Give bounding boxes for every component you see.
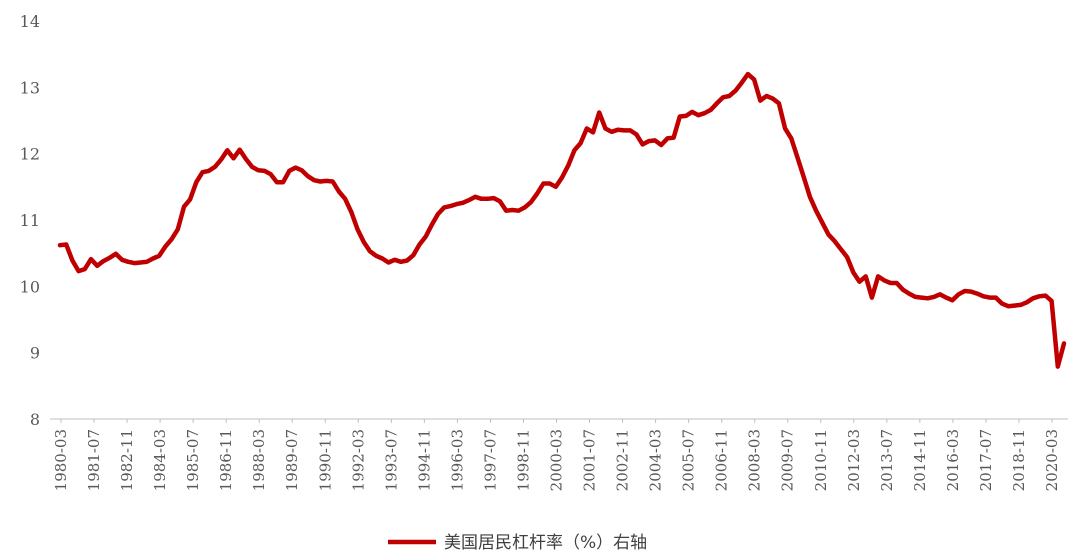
x-tick-label: 1996-03: [448, 429, 466, 491]
x-tick-label: 1985-07: [184, 429, 202, 491]
x-tick-label: 1990-11: [316, 429, 334, 491]
x-tick-label: 2001-07: [581, 429, 599, 491]
legend: 美国居民杠杆率（%）右轴: [388, 533, 647, 553]
x-tick-label: 1994-11: [415, 429, 433, 491]
x-tick-label: 2012-03: [845, 429, 863, 491]
y-tick-label: 9: [30, 344, 40, 363]
x-tick-label: 2018-11: [1010, 429, 1028, 491]
x-tick-label: 2016-03: [944, 429, 962, 491]
x-tick-label: 1980-03: [52, 429, 70, 491]
x-tick-label: 2004-03: [647, 429, 665, 491]
x-tick-label: 1988-03: [250, 429, 268, 491]
plot-area: [57, 71, 1067, 369]
x-tick-label: 1984-03: [151, 429, 169, 491]
series-line-household-leverage: [57, 71, 1067, 369]
x-axis: 1980-03 1981-07 1982-11 1984-03 1985-07 1986-…: [50, 418, 1068, 491]
y-tick-label: 8: [30, 410, 40, 429]
x-tick-label: 2010-11: [812, 429, 830, 491]
y-tick-label: 11: [20, 211, 40, 230]
x-tick-label: 1986-11: [217, 429, 235, 491]
x-tick-label: 2017-07: [977, 429, 995, 491]
x-tick-label: 2002-11: [614, 429, 632, 491]
y-tick-label: 12: [20, 145, 40, 164]
x-tick-label: 2014-11: [911, 429, 929, 491]
x-tick-label: 2006-11: [713, 429, 731, 491]
x-tick-label: 2009-07: [779, 429, 797, 491]
x-tick-label: 2020-03: [1043, 429, 1061, 491]
x-tick-label: 2008-03: [746, 429, 764, 491]
y-tick-label: 14: [20, 12, 40, 31]
y-axis: 8 9 10 11 12 13 14: [20, 12, 40, 429]
y-tick-label: 10: [20, 277, 40, 296]
x-tick-label: 1981-07: [85, 429, 103, 491]
y-tick-label: 13: [20, 78, 40, 97]
x-tick-label: 2013-07: [878, 429, 896, 491]
x-tick-label: 1993-07: [382, 429, 400, 491]
x-tick-label: 2005-07: [680, 429, 698, 491]
x-tick-label: 1992-03: [349, 429, 367, 491]
x-tick-label: 1997-07: [481, 429, 499, 491]
x-tick-label: 1982-11: [118, 429, 136, 491]
x-tick-label: 2000-03: [548, 429, 566, 491]
legend-label: 美国居民杠杆率（%）右轴: [444, 533, 647, 553]
x-tick-label: 1998-11: [514, 429, 532, 491]
x-tick-label: 1989-07: [283, 429, 301, 491]
